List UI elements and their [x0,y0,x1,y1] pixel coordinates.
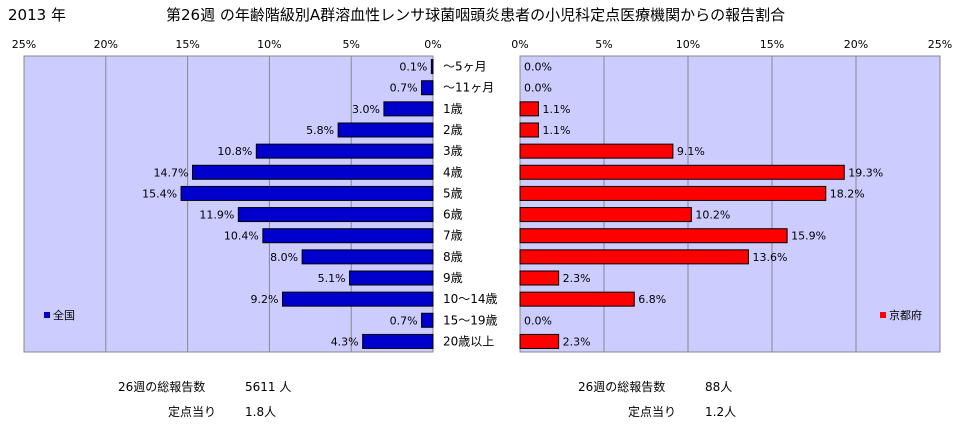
national-data-label: 14.7% [154,166,189,179]
national-bar [337,122,434,138]
national-tick-label: 5% [342,38,359,51]
national-per-value: 1.8人 [245,405,277,419]
national-data-label: 10.4% [224,230,259,243]
kyoto-total-label: 26週の総報告数 [578,380,666,394]
kyoto-bar [519,249,749,265]
national-bar [180,185,434,201]
kyoto-tick-label: 10% [676,38,700,51]
kyoto-data-label: 2.3% [563,335,591,348]
category-label: 3歳 [443,144,463,158]
category-label: 6歳 [443,208,463,222]
category-label: 8歳 [443,250,463,264]
national-plot-area [23,55,434,353]
kyoto-tick-label: 25% [928,38,952,51]
national-bar [430,59,434,75]
kyoto-plot-area [519,55,941,353]
national-legend-label: 全国 [53,308,75,322]
kyoto-tick-label: 0% [511,38,528,51]
national-total-value: 5611 人 [245,380,292,394]
national-bar [349,270,434,286]
kyoto-bar [519,291,635,307]
kyoto-per-label: 定点当り [628,405,677,419]
national-tick-label: 20% [94,38,118,51]
kyoto-data-label: 18.2% [830,187,865,200]
category-label: 5歳 [443,186,463,200]
category-label: 10～14歳 [443,292,498,306]
year-label: 2013 年 [8,6,66,24]
category-label: 15～19歳 [443,313,498,327]
national-bar [237,207,434,223]
kyoto-tick-label: 5% [595,38,612,51]
national-bar [421,80,434,96]
national-bar [281,291,434,307]
kyoto-total-value: 88人 [705,380,733,394]
category-label: 1歳 [443,102,463,116]
kyoto-bar [519,270,560,286]
national-data-label: 5.8% [306,124,334,137]
national-data-label: 9.2% [251,293,279,306]
national-data-label: 5.1% [318,272,346,285]
kyoto-bar [519,101,539,117]
kyoto-data-label: 0.0% [524,61,552,74]
national-bar [383,101,434,117]
kyoto-data-label: 9.1% [677,145,705,158]
national-data-label: 0.1% [399,61,427,74]
national-data-label: 8.0% [270,251,298,264]
kyoto-data-label: 1.1% [542,103,570,116]
national-data-label: 0.7% [390,314,418,327]
national-tick-label: 0% [424,38,441,51]
kyoto-data-label: 2.3% [563,272,591,285]
national-per-label: 定点当り [168,405,217,419]
national-bar [192,164,434,180]
national-tick-label: 10% [257,38,281,51]
kyoto-tick-label: 20% [844,38,868,51]
kyoto-data-label: 10.2% [695,209,730,222]
chart-title: 第26週 の年齢階級別A群溶血性レンサ球菌咽頭炎患者の小児科定点医療機関からの報… [166,6,786,24]
national-data-label: 4.3% [331,335,359,348]
national-bar [262,228,434,244]
national-data-label: 3.0% [352,103,380,116]
kyoto-data-label: 19.3% [848,166,883,179]
national-data-label: 15.4% [142,187,177,200]
kyoto-legend-label: 京都府 [889,308,922,322]
national-data-label: 11.9% [199,209,234,222]
kyoto-bar [519,143,674,159]
kyoto-bar [519,228,788,244]
kyoto-data-label: 6.8% [638,293,666,306]
national-bar [421,312,434,328]
kyoto-data-label: 15.9% [791,230,826,243]
kyoto-bar [519,185,827,201]
kyoto-bar [519,122,539,138]
kyoto-per-value: 1.2人 [705,405,737,419]
category-label: 2歳 [443,123,463,137]
kyoto-legend-swatch [880,312,886,318]
kyoto-data-label: 13.6% [752,251,787,264]
category-label: 7歳 [443,229,463,243]
kyoto-bar [519,207,692,223]
national-legend-swatch [44,312,50,318]
kyoto-tick-label: 15% [760,38,784,51]
kyoto-data-label: 0.0% [524,82,552,95]
national-bar [255,143,434,159]
national-tick-label: 15% [175,38,199,51]
category-label: ～5ヶ月 [443,60,487,74]
category-label: 9歳 [443,271,463,285]
kyoto-bar [519,333,560,349]
national-total-label: 26週の総報告数 [118,380,206,394]
national-data-label: 10.8% [217,145,252,158]
kyoto-bar [519,164,845,180]
category-label: 4歳 [443,165,463,179]
national-data-label: 0.7% [390,82,418,95]
category-label: 20歳以上 [443,334,494,348]
national-bar [362,333,434,349]
national-tick-label: 25% [12,38,36,51]
kyoto-data-label: 0.0% [524,314,552,327]
kyoto-data-label: 1.1% [542,124,570,137]
category-label: ～11ヶ月 [443,81,494,95]
national-bar [301,249,434,265]
